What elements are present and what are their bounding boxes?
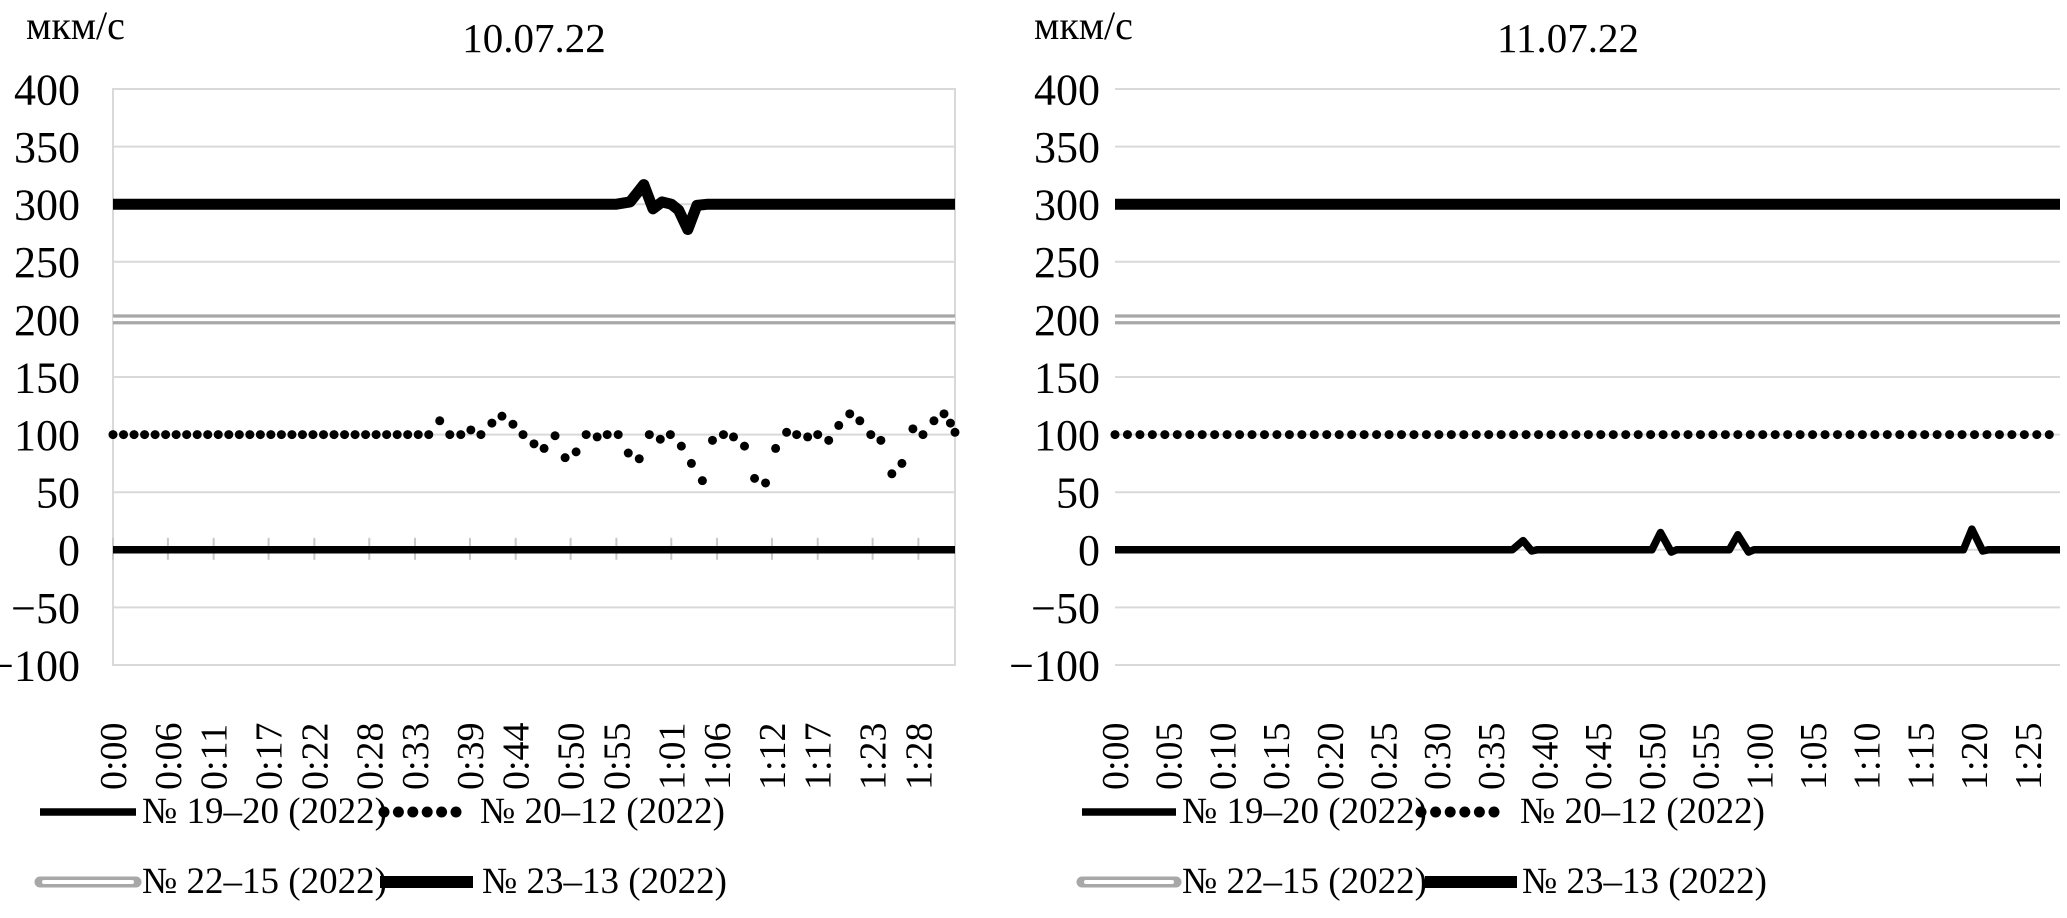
svg-text:1:15: 1:15 (1900, 722, 1942, 790)
svg-text:1:12: 1:12 (752, 722, 794, 790)
svg-text:0:39: 0:39 (450, 722, 492, 790)
svg-text:0:17: 0:17 (249, 722, 291, 790)
legend-label-23-13-left: № 23–13 (2022) (482, 861, 727, 902)
svg-text:0: 0 (1078, 526, 1100, 575)
gridlines (113, 88, 955, 666)
svg-text:1:10: 1:10 (1847, 722, 1889, 790)
legend-label-20-12-right: № 20–12 (2022) (1520, 791, 1765, 832)
legend-label-23-13-right: № 23–13 (2022) (1522, 861, 1767, 902)
svg-text:0:40: 0:40 (1525, 722, 1567, 790)
svg-text:0:11: 0:11 (194, 724, 236, 790)
y-axis-labels: 400 350 300 250 200 150 100 50 0 −50 −100 (1009, 65, 1100, 690)
svg-text:0:50: 0:50 (551, 722, 593, 790)
svg-text:0:15: 0:15 (1256, 722, 1298, 790)
svg-text:0:30: 0:30 (1417, 722, 1459, 790)
svg-text:0:20: 0:20 (1310, 722, 1352, 790)
svg-text:400: 400 (1034, 65, 1100, 114)
plot-border (112, 88, 956, 666)
svg-text:−100: −100 (1009, 641, 1100, 690)
legend-label-19-20-right: № 19–20 (2022) (1182, 791, 1427, 832)
svg-text:0:44: 0:44 (496, 722, 538, 790)
svg-text:0:55: 0:55 (1686, 722, 1728, 790)
legend-dotted-line-sample (450, 806, 462, 818)
legend-dotted-line-sample (1473, 806, 1485, 818)
legend-dotted-line-sample (1415, 806, 1427, 818)
svg-text:1:25: 1:25 (2008, 722, 2050, 790)
svg-text:1:00: 1:00 (1739, 722, 1781, 790)
svg-text:400: 400 (14, 65, 80, 114)
svg-text:1:28: 1:28 (898, 722, 940, 790)
svg-text:300: 300 (14, 181, 80, 230)
svg-text:−100: −100 (0, 641, 80, 690)
svg-text:200: 200 (14, 296, 80, 345)
x-axis-labels: 0:00 0:05 0:10 0:15 0:20 0:25 0:30 0:35 0:40 0:45… (1095, 722, 2050, 790)
legend-dotted-line-sample (407, 806, 419, 818)
legend-dotted-line-sample (421, 806, 433, 818)
svg-text:0:00: 0:00 (1095, 722, 1137, 790)
svg-text:50: 50 (1056, 469, 1100, 518)
legend-dotted-line-sample (1488, 806, 1500, 818)
legend-dotted-line-sample (392, 806, 404, 818)
svg-text:0:10: 0:10 (1202, 722, 1244, 790)
svg-text:−50: −50 (1031, 584, 1100, 633)
svg-text:0:22: 0:22 (294, 722, 336, 790)
svg-text:0:25: 0:25 (1363, 722, 1405, 790)
svg-text:0:33: 0:33 (395, 722, 437, 790)
svg-text:250: 250 (1034, 238, 1100, 287)
svg-text:50: 50 (36, 469, 80, 518)
x-axis-labels: 0:00 0:06 0:11 0:17 0:22 0:28 0:33 0:39 0:44 0:50… (93, 722, 940, 790)
legend-label-22-15-left: № 22–15 (2022) (142, 861, 387, 902)
svg-text:0:55: 0:55 (596, 722, 638, 790)
legend-dotted-line-sample (1444, 806, 1456, 818)
legend-samples (34, 806, 473, 888)
svg-text:1:20: 1:20 (1954, 722, 1996, 790)
svg-text:0:28: 0:28 (349, 722, 391, 790)
svg-text:0:45: 0:45 (1578, 722, 1620, 790)
svg-text:150: 150 (1034, 353, 1100, 402)
svg-text:0:35: 0:35 (1471, 722, 1513, 790)
legend-samples (1076, 806, 1517, 888)
svg-text:200: 200 (1034, 296, 1100, 345)
y-axis-unit-right: мкм/с (1034, 3, 1133, 48)
legend-dotted-line-sample (1430, 806, 1442, 818)
y-axis-unit-left: мкм/с (26, 3, 125, 48)
series-solid-black (1115, 525, 2060, 556)
svg-text:0:50: 0:50 (1632, 722, 1674, 790)
legend-label-22-15-right: № 22–15 (2022) (1182, 861, 1427, 902)
chart-title-left: 10.07.22 (462, 15, 606, 61)
svg-text:350: 350 (14, 123, 80, 172)
series-dotted-black (108, 409, 960, 488)
svg-text:1:23: 1:23 (853, 722, 895, 790)
chart-title-right: 11.07.22 (1497, 15, 1639, 61)
svg-text:1:17: 1:17 (798, 722, 840, 790)
svg-text:−50: −50 (11, 584, 80, 633)
svg-text:0:06: 0:06 (148, 722, 190, 790)
legend-dotted-line-sample (1459, 806, 1471, 818)
svg-text:300: 300 (1034, 181, 1100, 230)
series-dotted-black (1110, 430, 2054, 440)
svg-text:1:05: 1:05 (1793, 722, 1835, 790)
legend-dotted-line-sample (378, 806, 390, 818)
y-axis-labels: 400 350 300 250 200 150 100 50 0 −50 −100 (0, 65, 80, 690)
legend-dotted-line-sample (436, 806, 448, 818)
svg-text:1:01: 1:01 (651, 722, 693, 790)
gridlines (1115, 88, 2060, 666)
svg-text:0: 0 (58, 526, 80, 575)
legend-label-20-12-left: № 20–12 (2022) (480, 791, 725, 832)
svg-text:100: 100 (1034, 411, 1100, 460)
svg-text:1:06: 1:06 (697, 722, 739, 790)
legend-label-19-20-left: № 19–20 (2022) (142, 791, 387, 832)
svg-text:150: 150 (14, 353, 80, 402)
svg-text:0:00: 0:00 (93, 722, 135, 790)
series-thick-black (113, 179, 955, 235)
svg-text:100: 100 (14, 411, 80, 460)
svg-text:350: 350 (1034, 123, 1100, 172)
svg-text:250: 250 (14, 238, 80, 287)
svg-text:0:05: 0:05 (1149, 722, 1191, 790)
